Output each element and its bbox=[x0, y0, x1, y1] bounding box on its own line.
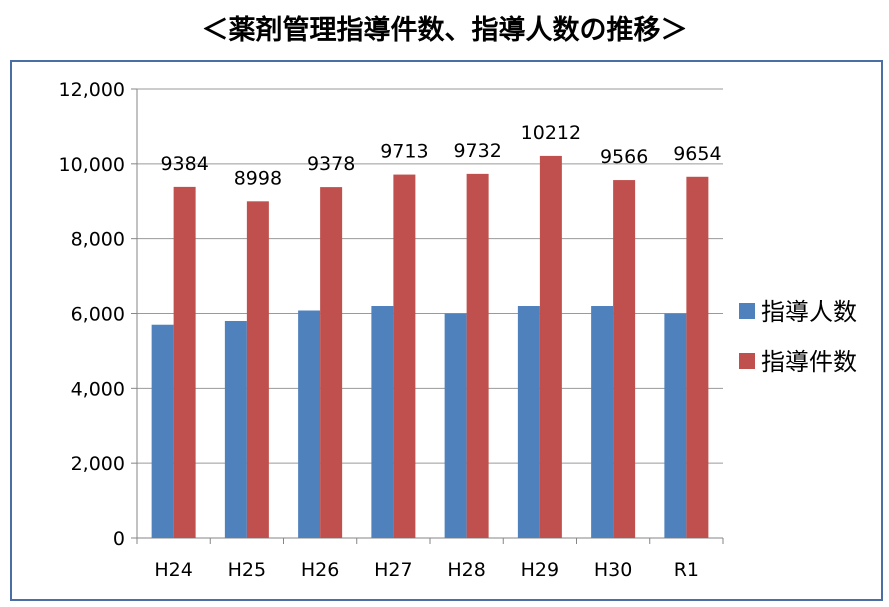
bar bbox=[151, 324, 174, 538]
data-label: 8998 bbox=[234, 167, 282, 189]
bar bbox=[224, 320, 247, 538]
bar bbox=[517, 306, 540, 538]
x-tick-label: H28 bbox=[447, 559, 485, 581]
x-tick-label: H27 bbox=[374, 559, 412, 581]
bar bbox=[298, 310, 321, 538]
bar-chart: 0 2,000 4,000 6,000 8,000 10,000 12,000 9384 89… bbox=[59, 79, 857, 581]
data-label: 9654 bbox=[673, 143, 721, 165]
data-label: 9384 bbox=[160, 153, 208, 175]
x-tick-label: H25 bbox=[228, 559, 266, 581]
bar bbox=[246, 201, 269, 538]
bar bbox=[664, 313, 687, 538]
legend-label: 指導人数 bbox=[761, 298, 857, 326]
data-label: 9732 bbox=[453, 140, 501, 162]
x-tick-label: H26 bbox=[301, 559, 339, 581]
y-tick-label: 10,000 bbox=[59, 154, 125, 176]
y-tick-label: 12,000 bbox=[59, 79, 125, 101]
bar bbox=[371, 306, 394, 538]
bar bbox=[173, 186, 196, 538]
bar bbox=[466, 173, 489, 538]
y-tick-label: 0 bbox=[113, 528, 125, 550]
bar bbox=[686, 176, 709, 538]
y-tick-label: 2,000 bbox=[71, 453, 125, 475]
bar bbox=[320, 187, 343, 538]
x-tick-label: H30 bbox=[594, 559, 632, 581]
x-tick-label: R1 bbox=[674, 559, 699, 581]
data-label: 9713 bbox=[380, 141, 428, 163]
legend-swatch bbox=[739, 353, 755, 369]
data-label: 9566 bbox=[600, 146, 648, 168]
legend-swatch bbox=[739, 303, 755, 319]
chart-frame: 0 2,000 4,000 6,000 8,000 10,000 12,000 9384 89… bbox=[10, 60, 883, 601]
data-label: 9378 bbox=[307, 153, 355, 175]
legend-label: 指導件数 bbox=[761, 348, 857, 376]
bar bbox=[539, 155, 562, 538]
y-tick-label: 4,000 bbox=[71, 378, 125, 400]
x-tick-label: H24 bbox=[154, 559, 192, 581]
bar bbox=[591, 306, 614, 538]
y-tick-label: 6,000 bbox=[71, 304, 125, 326]
x-tick-label: H29 bbox=[521, 559, 559, 581]
bar bbox=[393, 174, 416, 539]
data-label: 10212 bbox=[521, 122, 581, 144]
bar bbox=[613, 180, 636, 538]
chart-title: ＜薬剤管理指導件数、指導人数の推移＞ bbox=[201, 15, 688, 46]
bar bbox=[444, 313, 467, 538]
y-tick-label: 8,000 bbox=[71, 229, 125, 251]
